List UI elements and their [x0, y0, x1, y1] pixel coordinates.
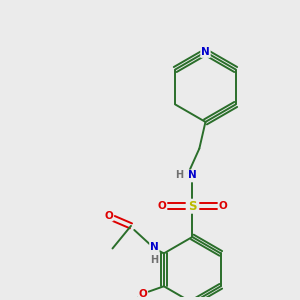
- Text: O: O: [138, 289, 147, 299]
- Text: O: O: [157, 201, 166, 211]
- Text: O: O: [104, 211, 113, 220]
- Text: O: O: [219, 201, 227, 211]
- Text: N: N: [150, 242, 159, 252]
- Text: N: N: [188, 170, 197, 180]
- Text: H: H: [175, 170, 183, 180]
- Text: H: H: [150, 255, 158, 266]
- Text: S: S: [188, 200, 196, 213]
- Text: N: N: [201, 47, 210, 57]
